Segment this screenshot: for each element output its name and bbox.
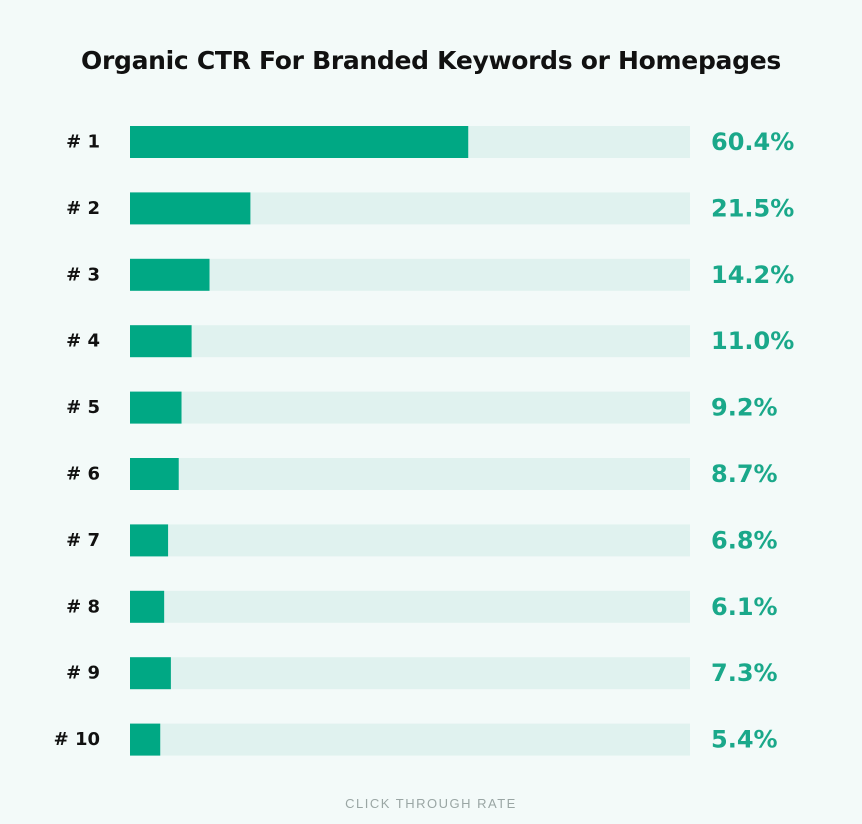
category-label: # 6 — [66, 464, 100, 485]
category-label: # 10 — [54, 729, 100, 750]
bar-track — [130, 657, 690, 690]
value-label: 14.2% — [711, 261, 794, 289]
bar-track — [130, 258, 690, 291]
bar — [130, 458, 179, 490]
bar-track — [130, 325, 690, 358]
bar — [130, 657, 171, 690]
value-label: 5.4% — [711, 726, 778, 754]
category-label: # 4 — [66, 331, 100, 352]
category-label: # 1 — [66, 132, 100, 153]
bar — [130, 391, 182, 424]
value-label: 7.3% — [711, 659, 778, 687]
category-label: # 9 — [66, 663, 100, 684]
value-label: 6.1% — [711, 593, 778, 621]
bar-track — [130, 524, 690, 557]
bar — [130, 258, 210, 291]
bar — [130, 524, 169, 557]
category-label: # 7 — [66, 530, 100, 551]
bar-track — [130, 458, 690, 490]
value-label: 6.8% — [711, 526, 778, 554]
category-label: # 3 — [66, 264, 100, 285]
bar-track — [130, 391, 690, 424]
value-label: 11.0% — [711, 327, 794, 355]
bar-track — [130, 723, 690, 756]
bar — [130, 192, 251, 225]
bar — [130, 325, 192, 358]
value-label: 60.4% — [711, 128, 794, 156]
x-axis-label: CLICK THROUGH RATE — [345, 796, 517, 811]
value-label: 21.5% — [711, 194, 794, 222]
bar — [130, 126, 469, 158]
category-label: # 5 — [66, 397, 100, 418]
value-label: 8.7% — [711, 460, 778, 488]
bar — [130, 723, 161, 756]
bar — [130, 590, 165, 623]
category-label: # 8 — [66, 596, 100, 617]
value-label: 9.2% — [711, 394, 778, 422]
chart-title: Organic CTR For Branded Keywords or Home… — [81, 46, 781, 75]
bar-track — [130, 590, 690, 623]
category-label: # 2 — [66, 198, 100, 219]
